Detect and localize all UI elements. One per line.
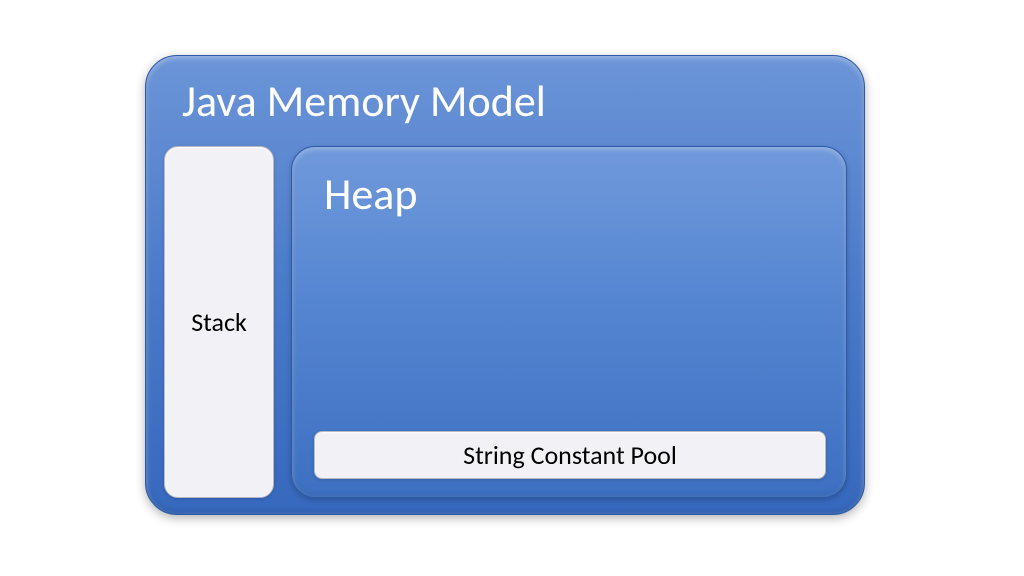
- string-pool-region: String Constant Pool: [314, 431, 826, 479]
- heap-label: Heap: [292, 147, 846, 221]
- memory-model-container: Java Memory Model Stack Heap String Cons…: [145, 55, 865, 515]
- string-pool-label: String Constant Pool: [463, 439, 677, 471]
- diagram-title: Java Memory Model: [146, 56, 864, 128]
- stack-region: Stack: [164, 146, 274, 498]
- stack-label: Stack: [191, 306, 247, 338]
- heap-region: Heap String Constant Pool: [291, 146, 847, 498]
